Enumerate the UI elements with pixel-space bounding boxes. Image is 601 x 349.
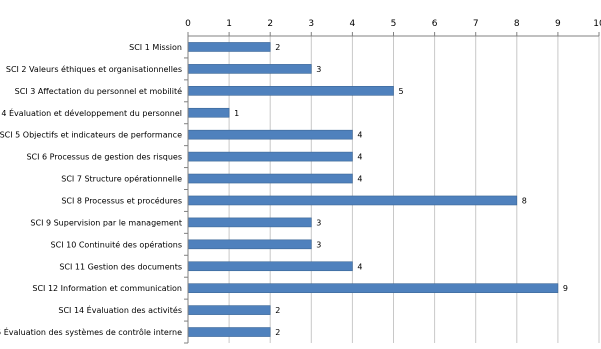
category-label: SCI 6 Processus de gestion des risques xyxy=(26,153,182,162)
x-tick-label: 5 xyxy=(391,19,397,29)
data-label: 4 xyxy=(357,175,362,184)
x-tick-label: 7 xyxy=(473,19,479,29)
category-label: SCI 1 Mission xyxy=(129,43,182,52)
category-label: SCI 12 Information et communication xyxy=(32,284,182,293)
bar xyxy=(187,151,353,162)
x-tick-label: 0 xyxy=(185,19,191,29)
category-label: SCI 4 Évaluation et développement du per… xyxy=(0,107,182,118)
category-label: SCI 7 Structure opérationnelle xyxy=(61,174,182,184)
bar xyxy=(187,327,271,337)
x-tick-label: 4 xyxy=(350,19,356,29)
data-label: 3 xyxy=(316,240,321,249)
bar xyxy=(187,86,394,96)
category-label: SCI 9 Supervision par le management xyxy=(30,218,182,227)
data-label: 4 xyxy=(357,262,362,271)
data-label: 3 xyxy=(316,218,321,227)
data-label: 2 xyxy=(275,306,280,315)
category-label: SCI 8 Processus et procédures xyxy=(61,195,182,205)
category-label: SCI 3 Affectation du personnel et mobili… xyxy=(15,86,182,96)
bar xyxy=(187,64,312,74)
data-label: 9 xyxy=(563,284,568,293)
bar xyxy=(187,217,312,228)
category-label: SCI 11 Gestion des documents xyxy=(59,262,182,271)
bar xyxy=(187,239,312,250)
gridlines xyxy=(187,36,600,343)
x-tick-label: 6 xyxy=(432,19,438,29)
bar xyxy=(187,261,353,272)
data-label: 5 xyxy=(399,87,404,96)
x-tick-label: 9 xyxy=(555,19,561,29)
data-label: 2 xyxy=(275,328,280,337)
x-tick-label: 2 xyxy=(267,19,273,29)
bar xyxy=(187,195,518,206)
data-label: 4 xyxy=(357,131,362,140)
bars xyxy=(187,42,559,337)
data-label: 2 xyxy=(275,43,280,52)
bar xyxy=(187,305,271,315)
data-label: 8 xyxy=(522,196,527,205)
data-label: 4 xyxy=(357,153,362,162)
category-label: SCI 15 Évaluation des systèmes de contrô… xyxy=(0,326,182,337)
axes xyxy=(184,32,600,344)
x-tick-label: 10 xyxy=(593,19,601,29)
bar xyxy=(187,42,271,52)
bar xyxy=(187,129,353,140)
data-label: 3 xyxy=(316,65,321,74)
category-label: SCI 5 Objectifs et indicateurs de perfor… xyxy=(0,131,182,140)
data-label: 1 xyxy=(234,109,239,118)
category-label: SCI 14 Évaluation des activités xyxy=(58,304,182,315)
labels: 0 1 2 3 4 5 6 7 8 9 10 SCI 1 Mission 2 SCI 2 Valeurs … xyxy=(0,19,601,337)
bar xyxy=(187,173,353,184)
category-label: SCI 10 Continuité des opérations xyxy=(51,239,182,249)
category-label: SCI 2 Valeurs éthiques et organisationne… xyxy=(6,64,182,74)
x-tick-label: 3 xyxy=(308,19,314,29)
x-tick-label: 1 xyxy=(226,19,232,29)
x-tick-label: 8 xyxy=(514,19,520,29)
bar xyxy=(187,283,559,293)
bar xyxy=(187,107,230,118)
